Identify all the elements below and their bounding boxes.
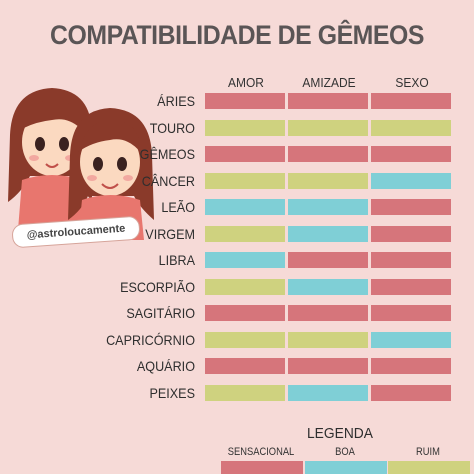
compatibility-cell-ruim <box>205 119 285 136</box>
legend-label-ruim: RUIM <box>416 446 440 458</box>
twin-girls-illustration <box>8 88 154 240</box>
compatibility-cell-sensacional <box>371 252 451 268</box>
compatibility-cell-sensacional <box>371 278 451 295</box>
compatibility-cell-ruim <box>205 225 285 242</box>
compatibility-cell-boa <box>371 331 451 348</box>
sign-label: VIRGEM <box>145 225 195 242</box>
compatibility-cell-sensacional <box>371 305 451 321</box>
compatibility-cell-ruim <box>371 119 451 136</box>
compatibility-cell-boa <box>371 172 451 189</box>
compatibility-cell-sensacional <box>371 384 451 401</box>
compatibility-cell-sensacional <box>371 358 451 374</box>
sign-label: GÊMEOS <box>139 146 195 162</box>
compatibility-cell-sensacional <box>371 146 451 162</box>
compatibility-cell-sensacional <box>288 146 368 162</box>
sign-label: LIBRA <box>158 252 195 268</box>
compatibility-cell-boa <box>288 225 368 242</box>
legend-swatch-ruim <box>388 461 470 474</box>
sign-label: LEÃO <box>161 199 195 215</box>
compatibility-cell-ruim <box>205 278 285 295</box>
sign-label: ESCORPIÃO <box>120 278 195 295</box>
compatibility-cell-ruim <box>288 172 368 189</box>
legend-swatch-sensacional <box>221 461 303 474</box>
sign-label: CAPRICÓRNIO <box>106 331 195 348</box>
compatibility-cell-ruim <box>288 119 368 136</box>
compatibility-cell-sensacional <box>371 93 451 109</box>
compatibility-cell-sensacional <box>288 358 368 374</box>
compatibility-cell-boa <box>288 199 368 215</box>
legend-label-sensacional: SENSACIONAL <box>227 446 295 458</box>
compatibility-cell-boa <box>288 384 368 401</box>
compatibility-cell-boa <box>205 199 285 215</box>
compatibility-cell-sensacional <box>288 252 368 268</box>
compatibility-cell-boa <box>288 278 368 295</box>
compatibility-cell-sensacional <box>371 199 451 215</box>
legend-title: LEGENDA <box>307 425 373 442</box>
compatibility-cell-ruim <box>205 331 285 348</box>
sign-label: SAGITÁRIO <box>126 305 195 321</box>
compatibility-cell-boa <box>205 252 285 268</box>
sign-label: CÂNCER <box>141 172 195 189</box>
compatibility-cell-sensacional <box>205 93 285 109</box>
compatibility-cell-sensacional <box>371 225 451 242</box>
column-header-2: AMIZADE <box>302 75 356 90</box>
sign-label: AQUÁRIO <box>136 358 195 374</box>
sign-label: ÁRIES <box>157 93 195 109</box>
legend-swatch-boa <box>305 461 387 474</box>
compatibility-cell-sensacional <box>288 93 368 109</box>
page-title: COMPATIBILIDADE DE GÊMEOS <box>49 20 424 50</box>
column-header-3: SEXO <box>395 75 429 90</box>
compatibility-cell-ruim <box>205 384 285 401</box>
sign-label: TOURO <box>149 119 195 136</box>
legend-label-boa: BOA <box>335 446 355 458</box>
compatibility-cell-sensacional <box>205 305 285 321</box>
compatibility-cell-sensacional <box>288 305 368 321</box>
compatibility-cell-sensacional <box>205 358 285 374</box>
compatibility-cell-ruim <box>205 172 285 189</box>
compatibility-cell-sensacional <box>205 146 285 162</box>
column-header-1: AMOR <box>228 75 264 90</box>
sign-label: PEIXES <box>149 384 195 401</box>
compatibility-cell-ruim <box>288 331 368 348</box>
